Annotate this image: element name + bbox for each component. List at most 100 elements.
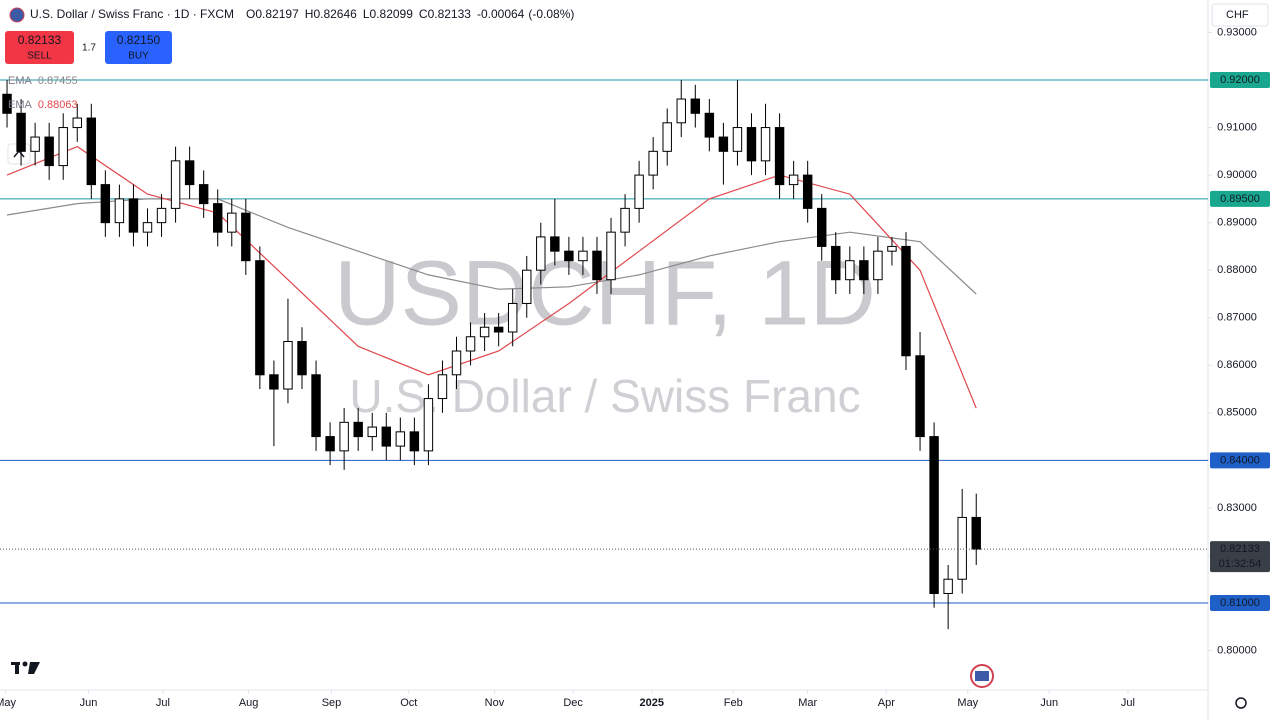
candle-body — [311, 374, 321, 438]
candle-body — [592, 250, 602, 281]
candle-body — [198, 184, 209, 205]
candle-body — [760, 127, 771, 162]
candle-body — [297, 341, 307, 376]
hline-label: 0.81000 — [1220, 597, 1260, 609]
y-tick-label: 0.86000 — [1217, 359, 1257, 371]
ohlc-value: 0.82133 — [428, 7, 472, 21]
ohlc-key: L — [363, 7, 370, 21]
candle-body — [620, 207, 630, 233]
candle-body — [845, 260, 855, 281]
candle-body — [859, 260, 869, 281]
settings-icon[interactable] — [1235, 697, 1247, 709]
candle-body — [606, 231, 616, 281]
candle-body — [802, 174, 813, 209]
candle-body — [353, 421, 363, 438]
flag — [975, 671, 989, 681]
legend-entry: EMA 0.88063 — [8, 99, 78, 111]
currency-button[interactable] — [1211, 3, 1269, 27]
y-tick-label: 0.85000 — [1217, 407, 1257, 419]
candle-body — [72, 117, 82, 129]
x-tick-label: Sep — [322, 697, 342, 709]
x-tick-label: Mar — [798, 697, 817, 709]
countdown-label: 01:32:54 — [1219, 558, 1262, 570]
y-tick-label: 0.87000 — [1217, 312, 1257, 324]
candle-body — [564, 250, 574, 262]
watermark: USDCHF, 1D U.S. Dollar / Swiss Franc — [334, 242, 876, 422]
watermark-symbol: USDCHF, 1D — [334, 242, 876, 344]
last-price-box — [1210, 541, 1270, 573]
candle-body — [170, 160, 181, 209]
spread: 1.7 — [82, 43, 96, 54]
candle-body — [943, 578, 953, 594]
candle-body — [156, 207, 167, 224]
candle-body — [774, 127, 785, 186]
ohlc-value: 0.82099 — [370, 7, 414, 21]
candle-body — [479, 326, 490, 338]
candle-body — [901, 245, 911, 357]
y-tick-label: 0.83000 — [1217, 502, 1257, 514]
ohlc-value: 0.82197 — [255, 7, 299, 21]
candle-body — [746, 127, 757, 162]
candle-body — [634, 174, 644, 209]
y-tick-label: 0.91000 — [1217, 121, 1257, 133]
buy-price: 0.82150 — [117, 33, 161, 47]
candle-body — [690, 98, 701, 114]
change: -0.00064 — [477, 7, 525, 21]
legend-value: 0.87455 — [38, 75, 78, 87]
ohlc-key: H — [305, 7, 314, 21]
candle-body — [58, 127, 68, 167]
ohlc-value: 0.82646 — [313, 7, 357, 21]
candle-body — [128, 198, 139, 233]
y-tick-label: 0.90000 — [1217, 169, 1257, 181]
candle-body — [817, 207, 827, 247]
candle-body — [465, 336, 476, 352]
candle-body — [283, 341, 293, 390]
sell-label: SELL — [27, 51, 52, 62]
buy-button[interactable] — [105, 31, 172, 64]
tradingview-logo — [11, 661, 40, 674]
candle-body — [213, 203, 223, 233]
legend-name: EMA — [8, 99, 33, 111]
candle-body — [718, 136, 729, 152]
candle-body — [269, 374, 279, 390]
candle-body — [831, 245, 841, 281]
candle-body — [915, 355, 925, 438]
hline-label: 0.84000 — [1220, 454, 1260, 466]
hline-label-box — [1210, 452, 1270, 469]
candle-body — [86, 117, 97, 186]
candle-body — [142, 222, 153, 233]
ohlc-key: O — [246, 7, 255, 21]
candle-body — [957, 516, 967, 580]
y-tick-label: 0.88000 — [1217, 264, 1257, 276]
candle-body — [578, 250, 588, 262]
flag-icon — [970, 664, 994, 688]
candle-body — [676, 98, 686, 124]
candle-body — [44, 136, 54, 167]
candle-body — [367, 426, 377, 438]
sell-button[interactable] — [5, 31, 74, 64]
candle-body — [971, 516, 981, 550]
hline-label: 0.92000 — [1220, 74, 1260, 86]
buy-label: BUY — [128, 51, 149, 62]
change-percent: (-0.08%) — [528, 7, 574, 21]
y-tick-label: 0.89000 — [1217, 217, 1257, 229]
x-tick-label: Aug — [239, 697, 259, 709]
candle-body — [381, 426, 391, 447]
hline-label-box — [1210, 594, 1270, 611]
candle-body — [522, 269, 532, 304]
currency-label: CHF — [1226, 9, 1249, 21]
candle-body — [227, 212, 237, 233]
x-tick-label: Nov — [485, 697, 505, 709]
last-price-label: 0.82133 — [1220, 543, 1260, 555]
candle-body — [255, 260, 265, 376]
candle-body — [507, 302, 518, 333]
candle-body — [325, 436, 335, 452]
x-tick-label: Jun — [80, 697, 98, 709]
candle-body — [873, 250, 883, 281]
candle-body — [184, 160, 195, 186]
legend-value: 0.88063 — [38, 99, 78, 111]
legend-name: EMA — [8, 75, 33, 87]
